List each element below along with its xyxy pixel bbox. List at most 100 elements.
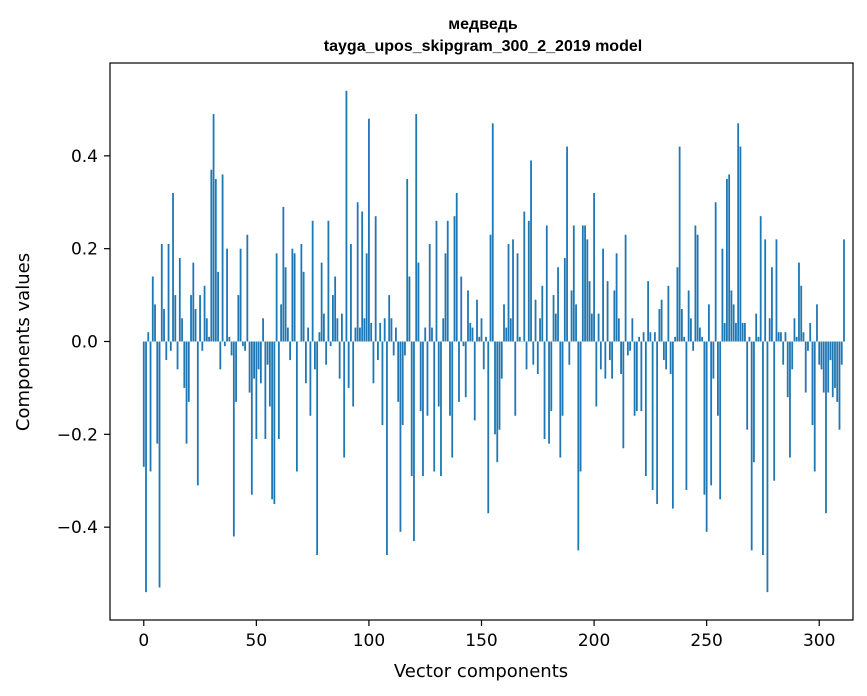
bar-212 — [620, 341, 622, 374]
bar-47 — [248, 341, 251, 393]
bar-0 — [142, 341, 145, 467]
bar-110 — [390, 318, 393, 342]
bar-239 — [680, 309, 683, 342]
bar-193 — [577, 341, 580, 551]
bar-237 — [676, 267, 679, 342]
bar-117 — [406, 179, 409, 342]
bar-273 — [757, 336, 760, 342]
bar-251 — [708, 304, 710, 342]
bar-225 — [649, 332, 652, 342]
bar-266 — [741, 322, 744, 342]
bar-94 — [354, 327, 357, 342]
bar-120 — [413, 341, 415, 542]
bar-154 — [489, 234, 492, 342]
bar-13 — [172, 192, 174, 342]
bar-5 — [154, 304, 156, 342]
bar-81 — [325, 341, 328, 365]
bar-119 — [410, 341, 413, 477]
bar-140 — [458, 341, 460, 402]
bar-299 — [816, 304, 818, 342]
bar-159 — [500, 341, 503, 379]
bar-270 — [750, 341, 753, 551]
bar-218 — [633, 341, 636, 416]
y-tick-label: −0.4 — [57, 518, 98, 538]
bar-112 — [395, 327, 397, 342]
bar-39 — [230, 341, 233, 356]
bar-135 — [446, 220, 449, 342]
bar-214 — [624, 234, 627, 342]
bar-129 — [433, 341, 436, 472]
bar-152 — [485, 336, 487, 342]
bar-145 — [469, 322, 472, 342]
bar-210 — [615, 253, 618, 342]
bar-67 — [293, 253, 296, 342]
bar-172 — [530, 160, 532, 342]
chart-title: медведь — [448, 16, 518, 33]
bar-49 — [253, 341, 255, 379]
bar-196 — [584, 225, 586, 342]
bar-37 — [226, 248, 228, 342]
bar-124 — [422, 341, 424, 477]
bar-166 — [516, 253, 519, 342]
bar-249 — [703, 341, 706, 495]
bar-310 — [840, 341, 843, 365]
bar-66 — [291, 248, 294, 342]
bar-85 — [334, 276, 337, 342]
bar-27 — [203, 285, 206, 342]
bar-234 — [669, 341, 672, 374]
bar-11 — [167, 244, 170, 342]
bar-127 — [428, 244, 431, 342]
bar-63 — [284, 267, 287, 342]
bar-131 — [437, 341, 440, 407]
bar-122 — [417, 262, 420, 342]
bar-144 — [467, 290, 469, 342]
bar-116 — [404, 341, 406, 356]
bar-115 — [401, 341, 404, 426]
bar-231 — [662, 341, 665, 361]
bar-79 — [320, 262, 323, 342]
bar-126 — [426, 341, 429, 416]
bar-143 — [464, 341, 467, 398]
x-tick-label: 250 — [690, 631, 722, 651]
bar-197 — [586, 239, 589, 342]
bar-291 — [798, 262, 800, 342]
bar-12 — [169, 341, 172, 351]
bar-6 — [156, 341, 159, 444]
bar-103 — [374, 216, 377, 342]
bar-255 — [717, 341, 719, 416]
bar-186 — [561, 341, 564, 416]
bar-288 — [791, 341, 794, 370]
bar-72 — [304, 341, 307, 384]
bar-187 — [563, 257, 566, 342]
bar-22 — [192, 262, 195, 342]
bar-224 — [647, 281, 650, 342]
bar-228 — [656, 341, 659, 504]
bar-272 — [755, 313, 758, 342]
bar-271 — [753, 341, 755, 463]
bar-73 — [307, 327, 310, 342]
bar-3 — [149, 341, 152, 472]
bar-181 — [550, 341, 553, 412]
y-axis-ticks: 0.4 0.2 0.0 −0.2 −0.4 — [57, 147, 110, 538]
bar-208 — [611, 341, 613, 379]
bar-289 — [793, 318, 796, 342]
bar-203 — [599, 341, 602, 370]
x-tick-label: 200 — [578, 631, 610, 651]
bar-194 — [579, 341, 582, 472]
bar-170 — [525, 341, 528, 370]
bar-71 — [302, 271, 305, 342]
bar-87 — [338, 341, 341, 379]
bar-28 — [205, 318, 208, 342]
y-axis-label: Components values — [13, 253, 34, 431]
bar-148 — [476, 299, 478, 342]
bar-243 — [689, 318, 692, 342]
bar-162 — [507, 244, 510, 342]
bar-261 — [730, 290, 733, 342]
bar-301 — [820, 341, 823, 370]
bar-213 — [622, 341, 625, 449]
x-axis-label: Vector components — [394, 661, 568, 682]
bar-202 — [597, 313, 600, 342]
bars-group — [142, 90, 845, 593]
bar-15 — [176, 341, 179, 370]
